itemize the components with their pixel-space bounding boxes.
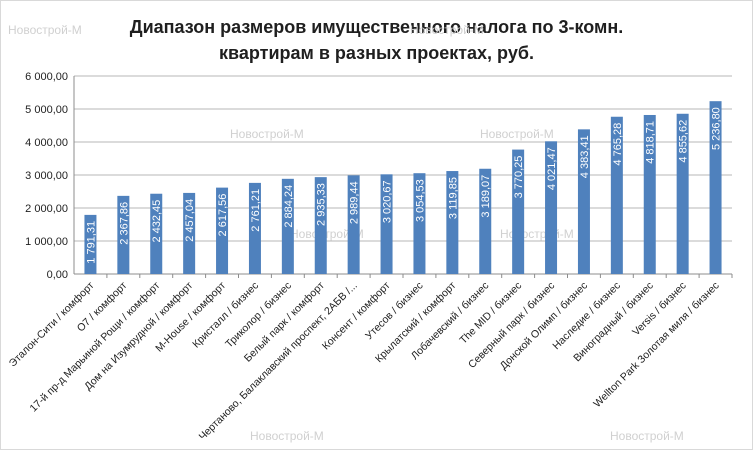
y-tick-label: 1 000,00	[25, 236, 68, 248]
bar-value-label: 4 855,62	[678, 120, 690, 163]
bar	[117, 195, 130, 274]
bar-value-label: 2 884,24	[283, 185, 295, 228]
bar-value-label: 4 021,47	[546, 147, 558, 190]
chart-title-line-2: квартирам в разных проектах, руб.	[219, 43, 534, 63]
watermark-text: Новострой-М	[410, 23, 484, 37]
bar-value-label: 3 189,07	[480, 175, 492, 218]
y-tick-label: 0,00	[47, 269, 68, 281]
x-category-label: Чертаново, Балаклавский проспект, 2АБВ /…	[197, 280, 360, 443]
bar	[643, 114, 656, 274]
x-category-label: Утесов / бизнес	[363, 280, 425, 342]
bar-value-label: 2 457,04	[184, 199, 196, 242]
y-tick-label: 6 000,00	[25, 71, 68, 83]
bar	[347, 175, 360, 274]
bar	[577, 129, 590, 274]
bar-value-label: 4 383,41	[579, 135, 591, 178]
bar-value-label: 2 617,56	[217, 194, 229, 237]
bar-value-label: 5 236,80	[711, 107, 723, 150]
y-axis: 0,00 1 000,00 2 000,00 3 000,00 4 000,00 5 00…	[25, 71, 75, 281]
bar	[248, 182, 261, 274]
bar-value-label: 3 054,53	[414, 179, 426, 222]
bar-value-label: 2 989,44	[349, 181, 361, 224]
bar-value-label: 3 119,85	[447, 177, 459, 219]
bars: 1 791,31 2 367,86 2 432,45 2 457,04 2 617,56…	[84, 101, 723, 274]
watermark-text: Новострой-М	[250, 429, 324, 443]
bar-value-label: 4 818,71	[645, 121, 657, 164]
bar	[545, 141, 558, 274]
watermark-text: Новострой-М	[230, 127, 304, 141]
bar	[446, 171, 459, 274]
watermark-text: Новострой-М	[8, 23, 82, 37]
bar-value-label: 4 765,28	[612, 123, 624, 166]
y-tick-label: 3 000,00	[25, 170, 68, 182]
x-category-label: 17-й пр-д Марьиной Рощи / комфорт	[28, 280, 163, 415]
bar-value-label: 1 791,31	[85, 221, 97, 264]
bar	[150, 193, 163, 274]
bar	[413, 173, 426, 274]
watermark-text: Новострой-М	[290, 227, 364, 241]
y-tick-label: 2 000,00	[25, 203, 68, 215]
bar	[183, 192, 196, 274]
gridlines	[74, 75, 732, 275]
bar	[709, 101, 722, 274]
watermark-text: Новострой-М	[500, 227, 574, 241]
bar-value-label: 3 020,67	[382, 180, 394, 223]
bar	[479, 168, 492, 274]
watermark-text: Новострой-М	[480, 127, 554, 141]
bar-value-label: 2 432,45	[151, 200, 163, 243]
bar-value-label: 2 761,21	[250, 189, 262, 232]
bar-value-label: 3 770,25	[513, 156, 525, 199]
watermark-text: Новострой-М	[610, 429, 684, 443]
bar	[380, 174, 393, 274]
bar	[610, 116, 623, 274]
y-tick-label: 4 000,00	[25, 137, 68, 149]
bar	[216, 187, 229, 274]
bar	[676, 113, 689, 274]
bar	[314, 177, 327, 274]
chart-title-line-1: Диапазон размеров имущественного налога …	[129, 17, 624, 37]
bar-value-label: 2 935,33	[316, 183, 328, 226]
bar-value-label: 2 367,86	[118, 202, 130, 245]
bar	[281, 178, 294, 274]
bar	[512, 149, 525, 274]
y-tick-label: 5 000,00	[25, 104, 68, 116]
chart-title: Диапазон размеров имущественного налога …	[0, 14, 753, 66]
bar	[84, 214, 97, 274]
